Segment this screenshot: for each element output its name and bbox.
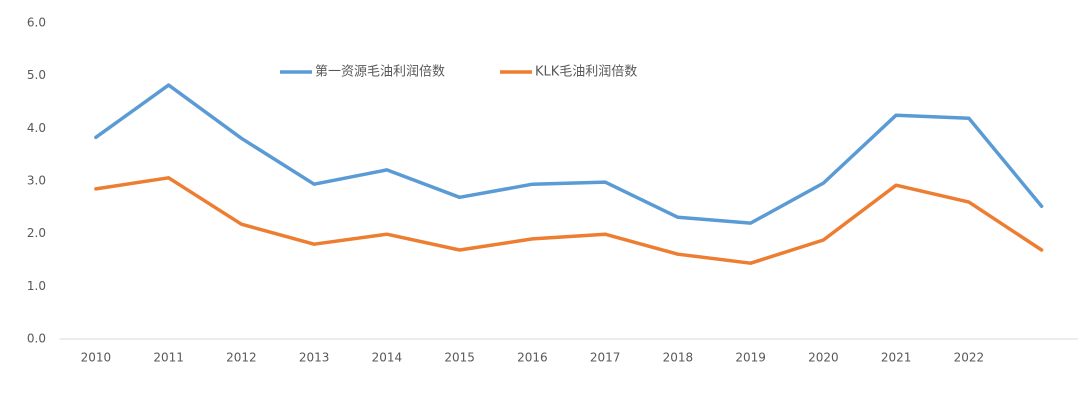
x-tick-label: 2018 — [663, 351, 694, 365]
x-tick-label: 2013 — [299, 351, 330, 365]
line-series — [94, 83, 1044, 225]
x-tick-label: 2021 — [881, 351, 912, 365]
x-tick-label: 2010 — [81, 351, 112, 365]
x-tick-label: 2016 — [517, 351, 548, 365]
x-tick-label: 2015 — [444, 351, 475, 365]
x-tick-label: 2017 — [590, 351, 621, 365]
y-tick-label: 6.0 — [27, 16, 46, 30]
x-tick-label: 2019 — [735, 351, 766, 365]
legend-label: KLK毛油利润倍数 — [535, 65, 637, 80]
legend: 第一资源毛油利润倍数 KLK毛油利润倍数 — [280, 65, 637, 80]
line-series — [94, 176, 1044, 265]
y-tick-label: 3.0 — [27, 174, 46, 188]
y-tick-label: 1.0 — [27, 279, 46, 293]
legend-label: 第一资源毛油利润倍数 — [315, 65, 445, 80]
x-tick-label: 2022 — [954, 351, 985, 365]
x-tick-label: 2020 — [808, 351, 839, 365]
y-tick-label: 5.0 — [27, 68, 46, 82]
x-tick-label: 2014 — [372, 351, 403, 365]
y-tick-label: 0.0 — [27, 332, 46, 346]
y-tick-label: 2.0 — [27, 226, 46, 240]
y-tick-label: 4.0 — [27, 121, 46, 135]
x-tick-label: 2011 — [153, 351, 184, 365]
x-tick-label: 2012 — [226, 351, 257, 365]
